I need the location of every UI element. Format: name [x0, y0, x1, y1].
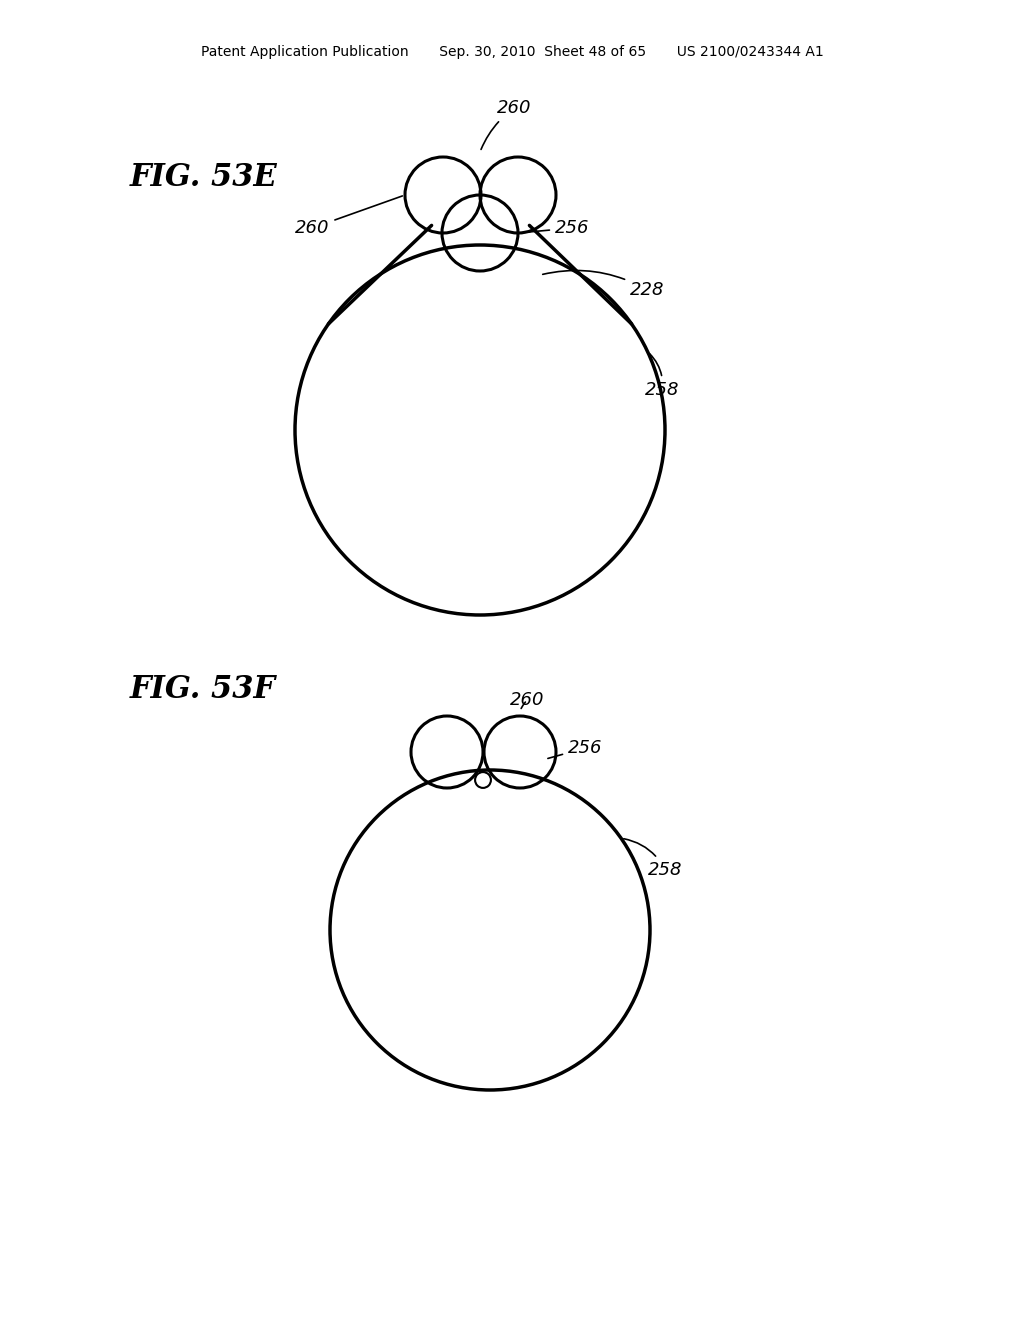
Text: Patent Application Publication       Sep. 30, 2010  Sheet 48 of 65       US 2100: Patent Application Publication Sep. 30, … — [201, 45, 823, 59]
Text: 256: 256 — [548, 739, 602, 759]
Text: FIG. 53F: FIG. 53F — [130, 675, 276, 705]
Text: 260: 260 — [510, 690, 545, 709]
Text: FIG. 53E: FIG. 53E — [130, 162, 278, 194]
Text: 260: 260 — [481, 99, 531, 149]
Text: 258: 258 — [645, 354, 680, 399]
Text: 258: 258 — [624, 838, 683, 879]
Text: 228: 228 — [543, 271, 665, 300]
Text: 260: 260 — [295, 195, 402, 238]
Text: 256: 256 — [521, 219, 590, 238]
